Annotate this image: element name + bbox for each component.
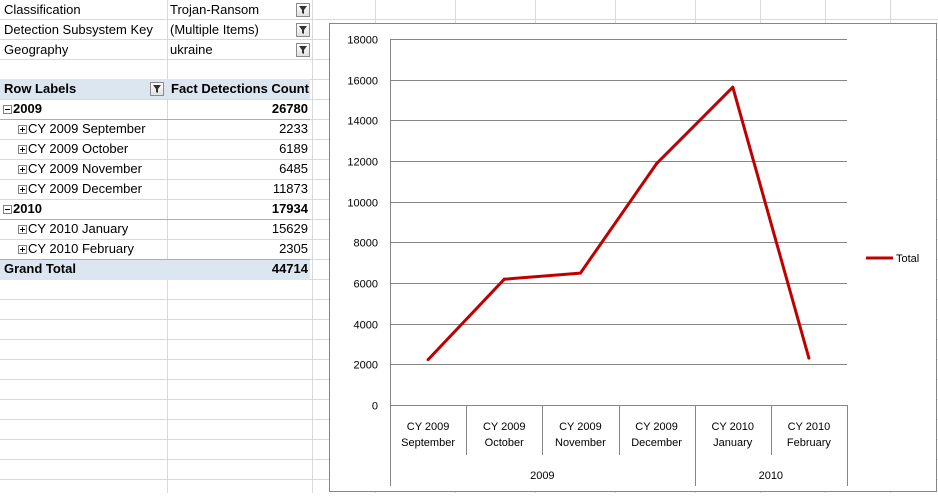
- x-tick-label: CY 2010: [788, 421, 831, 433]
- filter-dropdown-classification[interactable]: [296, 3, 310, 17]
- line-chart[interactable]: 0 2000 4000 6000 8000 10000 12000 14000 16000 180…: [329, 23, 937, 492]
- pivot-row-label: CY 2009 December: [28, 181, 142, 196]
- y-tick-label: 14000: [347, 116, 378, 128]
- y-tick-label: 8000: [354, 238, 378, 250]
- x-tick-label: December: [631, 437, 682, 449]
- y-tick-label: 0: [372, 401, 378, 413]
- pivot-row[interactable]: CY 2009 November: [18, 159, 142, 179]
- x-group-label: 2009: [530, 470, 554, 482]
- data-point: [655, 162, 659, 166]
- pivot-row-label: CY 2009 October: [28, 141, 129, 156]
- grand-total-value: 44714: [271, 261, 308, 276]
- data-point: [731, 85, 735, 89]
- filter-value-geography: ukraine: [170, 42, 213, 57]
- expand-icon[interactable]: [18, 125, 27, 135]
- group-total: 17934: [271, 201, 308, 216]
- x-tick-label: CY 2009: [559, 421, 602, 433]
- x-tick-label: January: [713, 437, 753, 449]
- filter-icon: [299, 46, 307, 54]
- grand-total-band: [0, 259, 310, 280]
- x-tick-label: CY 2009: [635, 421, 678, 433]
- expand-icon[interactable]: [18, 225, 27, 235]
- pivot-row-value: 11873: [272, 181, 308, 196]
- expand-icon[interactable]: [18, 165, 27, 175]
- grand-total-label: Grand Total: [4, 261, 76, 276]
- filter-dropdown-detection-subsystem[interactable]: [296, 23, 310, 37]
- filter-icon: [299, 26, 307, 34]
- pivot-row-label: CY 2009 September: [28, 121, 146, 136]
- collapse-icon[interactable]: [3, 205, 12, 215]
- x-group-label: 2010: [759, 470, 783, 482]
- pivot-row-value: 2305: [279, 241, 308, 256]
- y-tick-label: 12000: [347, 157, 378, 169]
- group-label: 2010: [13, 201, 42, 216]
- y-tick-label: 6000: [354, 279, 378, 291]
- pivot-row-label: CY 2009 November: [28, 161, 142, 176]
- x-tick-label: CY 2010: [711, 421, 754, 433]
- expand-icon[interactable]: [18, 185, 27, 195]
- pivot-row-label: CY 2010 January: [28, 221, 129, 236]
- collapse-icon[interactable]: [3, 105, 12, 115]
- series-line: [427, 85, 811, 361]
- row-labels-filter-button[interactable]: [150, 82, 164, 96]
- filter-dropdown-geography[interactable]: [296, 43, 310, 57]
- divider: [0, 119, 310, 120]
- divider: [0, 219, 310, 220]
- expand-icon[interactable]: [18, 245, 27, 255]
- pivot-row-value: 6485: [279, 161, 308, 176]
- x-tick-label: November: [555, 437, 606, 449]
- filter-label-geography: Geography: [4, 42, 69, 57]
- x-tick-label: CY 2009: [407, 421, 450, 433]
- x-tick-label: September: [401, 437, 455, 449]
- data-point: [807, 356, 811, 360]
- pivot-row[interactable]: CY 2010 February: [18, 239, 134, 259]
- row-labels-header: Row Labels: [4, 81, 77, 96]
- pivot-row-value: 6189: [279, 141, 308, 156]
- pivot-row[interactable]: CY 2009 September: [18, 119, 146, 139]
- y-tick-label: 16000: [347, 76, 378, 88]
- pivot-row[interactable]: CY 2010 January: [18, 219, 128, 239]
- filter-icon: [153, 85, 161, 93]
- pivot-row-value: 15629: [271, 221, 308, 236]
- group-row-2010[interactable]: 2010: [3, 199, 42, 219]
- group-row-2009[interactable]: 2009: [3, 99, 42, 119]
- group-label: 2009: [13, 101, 42, 116]
- filter-icon: [299, 6, 307, 14]
- legend-label: Total: [896, 253, 919, 265]
- filter-value-classification: Trojan-Ransom: [170, 2, 260, 17]
- data-point: [502, 277, 506, 281]
- filter-label-classification: Classification: [4, 2, 81, 17]
- chart-canvas: 0 2000 4000 6000 8000 10000 12000 14000 16000 180…: [347, 35, 919, 486]
- data-point: [578, 271, 582, 275]
- x-tick-label: February: [787, 437, 832, 449]
- value-header: Fact Detections Count: [171, 81, 309, 96]
- y-tick-label: 4000: [354, 320, 378, 332]
- filter-label-detection-subsystem: Detection Subsystem Key: [4, 22, 153, 37]
- y-tick-label: 18000: [347, 35, 378, 47]
- pivot-row[interactable]: CY 2009 October: [18, 139, 128, 159]
- pivot-row[interactable]: CY 2009 December: [18, 179, 142, 199]
- group-total: 26780: [271, 101, 308, 116]
- filter-value-detection-subsystem: (Multiple Items): [170, 22, 259, 37]
- pivot-row-value: 2233: [279, 121, 308, 136]
- data-point: [426, 358, 430, 362]
- y-tick-label: 10000: [347, 198, 378, 210]
- x-tick-label: October: [485, 437, 524, 449]
- y-tick-label: 2000: [354, 360, 378, 372]
- expand-icon[interactable]: [18, 145, 27, 155]
- x-tick-label: CY 2009: [483, 421, 526, 433]
- pivot-row-label: CY 2010 February: [28, 241, 134, 256]
